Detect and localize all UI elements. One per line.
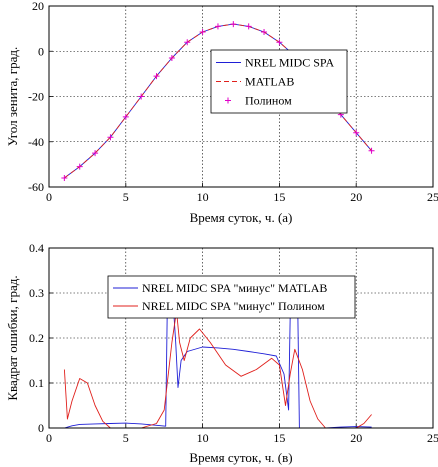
legend: NREL MIDC SPA MATLAB Полином bbox=[210, 49, 348, 114]
legend-label-spa-minus-polynomial: NREL MIDC SPA "минус" Полином bbox=[142, 299, 325, 313]
data-point bbox=[92, 150, 99, 157]
data-point bbox=[214, 23, 221, 30]
x-tick-label: 15 bbox=[273, 431, 285, 445]
y-tick-label: 20 bbox=[32, 0, 44, 13]
legend-entry-spa-minus-matlab: NREL MIDC SPA "минус" MATLAB bbox=[113, 281, 327, 295]
data-point bbox=[122, 113, 129, 120]
legend-marker-polynomial bbox=[225, 97, 231, 104]
y-axis-label: Угол зенита, град. bbox=[5, 47, 20, 147]
y-tick-label: 0.3 bbox=[29, 286, 44, 300]
x-tick-label: 25 bbox=[427, 190, 438, 204]
plot-frame bbox=[48, 247, 434, 429]
y-tick-label: -60 bbox=[28, 180, 44, 194]
y-tick-label: 0 bbox=[38, 44, 44, 58]
x-tick-label: 20 bbox=[350, 431, 362, 445]
data-point bbox=[276, 39, 283, 46]
y-tick-label: 0 bbox=[38, 421, 44, 435]
legend: NREL MIDC SPA "минус" MATLAB NREL MIDC S… bbox=[107, 275, 356, 319]
data-point bbox=[76, 163, 83, 170]
y-axis-label: Квадрат ошибки, град. bbox=[5, 275, 20, 400]
series-line-1 bbox=[63, 310, 372, 429]
grid-lines bbox=[48, 247, 434, 429]
data-point bbox=[168, 55, 175, 62]
legend-box bbox=[107, 275, 356, 319]
data-point bbox=[230, 21, 237, 28]
series-layer bbox=[63, 306, 372, 429]
data-point bbox=[184, 39, 191, 46]
x-tick-label: 5 bbox=[123, 431, 129, 445]
legend-entry-spa: NREL MIDC SPA bbox=[216, 56, 334, 70]
x-tick-label: 5 bbox=[123, 190, 129, 204]
tick-labels: 0 5 10 15 20 25 -60 -40 -20 0 20 bbox=[28, 0, 438, 204]
data-point bbox=[138, 93, 145, 100]
data-point bbox=[107, 134, 114, 141]
x-tick-label: 0 bbox=[46, 431, 52, 445]
y-tick-label: -40 bbox=[28, 135, 44, 149]
legend-label-spa-minus-matlab: NREL MIDC SPA "минус" MATLAB bbox=[142, 281, 327, 295]
x-tick-label: 10 bbox=[197, 190, 209, 204]
data-point bbox=[199, 29, 206, 36]
legend-label-spa: NREL MIDC SPA bbox=[245, 56, 334, 70]
data-point bbox=[153, 73, 160, 80]
x-tick-label: 0 bbox=[46, 190, 52, 204]
y-tick-label: -20 bbox=[28, 90, 44, 104]
x-tick-label: 15 bbox=[273, 190, 285, 204]
data-point bbox=[353, 129, 360, 136]
series-line-0 bbox=[64, 306, 372, 429]
legend-entry-spa-minus-polynomial: NREL MIDC SPA "минус" Полином bbox=[113, 299, 325, 313]
y-tick-label: 0.4 bbox=[29, 241, 44, 255]
chart-squared-error: 0 5 10 15 20 25 0 0.1 0.2 0.3 0.4 Время суток, ч. … bbox=[5, 241, 438, 465]
y-tick-label: 0.1 bbox=[29, 376, 44, 390]
legend-label-polynomial: Полином bbox=[245, 94, 292, 108]
legend-marker bbox=[225, 97, 231, 104]
tick-labels: 0 5 10 15 20 25 0 0.1 0.2 0.3 0.4 bbox=[29, 241, 438, 445]
chart-zenith-angle: 0 5 10 15 20 25 -60 -40 -20 0 20 Время суток, ч. (… bbox=[5, 0, 438, 225]
data-point bbox=[61, 174, 68, 181]
x-tick-label: 25 bbox=[427, 431, 438, 445]
x-tick-label: 10 bbox=[197, 431, 209, 445]
x-tick-label: 20 bbox=[350, 190, 362, 204]
y-tick-label: 0.2 bbox=[29, 331, 44, 345]
legend-entry-matlab: MATLAB bbox=[216, 75, 294, 89]
x-axis-label: Время суток, ч. (в) bbox=[189, 450, 292, 465]
data-point bbox=[368, 147, 375, 154]
plot-frame bbox=[48, 5, 434, 188]
grid-lines bbox=[48, 5, 434, 188]
legend-label-matlab: MATLAB bbox=[245, 75, 294, 89]
data-point bbox=[261, 29, 268, 36]
legend-entry-polynomial: Полином bbox=[225, 94, 292, 108]
x-axis-label: Время суток, ч. (а) bbox=[190, 210, 293, 225]
data-point bbox=[245, 23, 252, 30]
